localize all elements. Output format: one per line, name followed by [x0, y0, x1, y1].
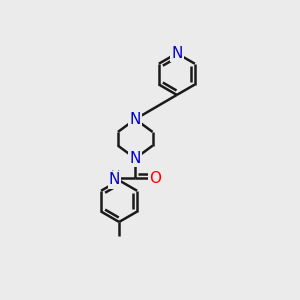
Text: N: N: [130, 112, 141, 127]
Text: N: N: [171, 46, 182, 61]
Text: O: O: [149, 171, 161, 186]
Text: N: N: [109, 172, 120, 188]
Text: N: N: [130, 151, 141, 166]
Text: H: H: [111, 169, 120, 182]
